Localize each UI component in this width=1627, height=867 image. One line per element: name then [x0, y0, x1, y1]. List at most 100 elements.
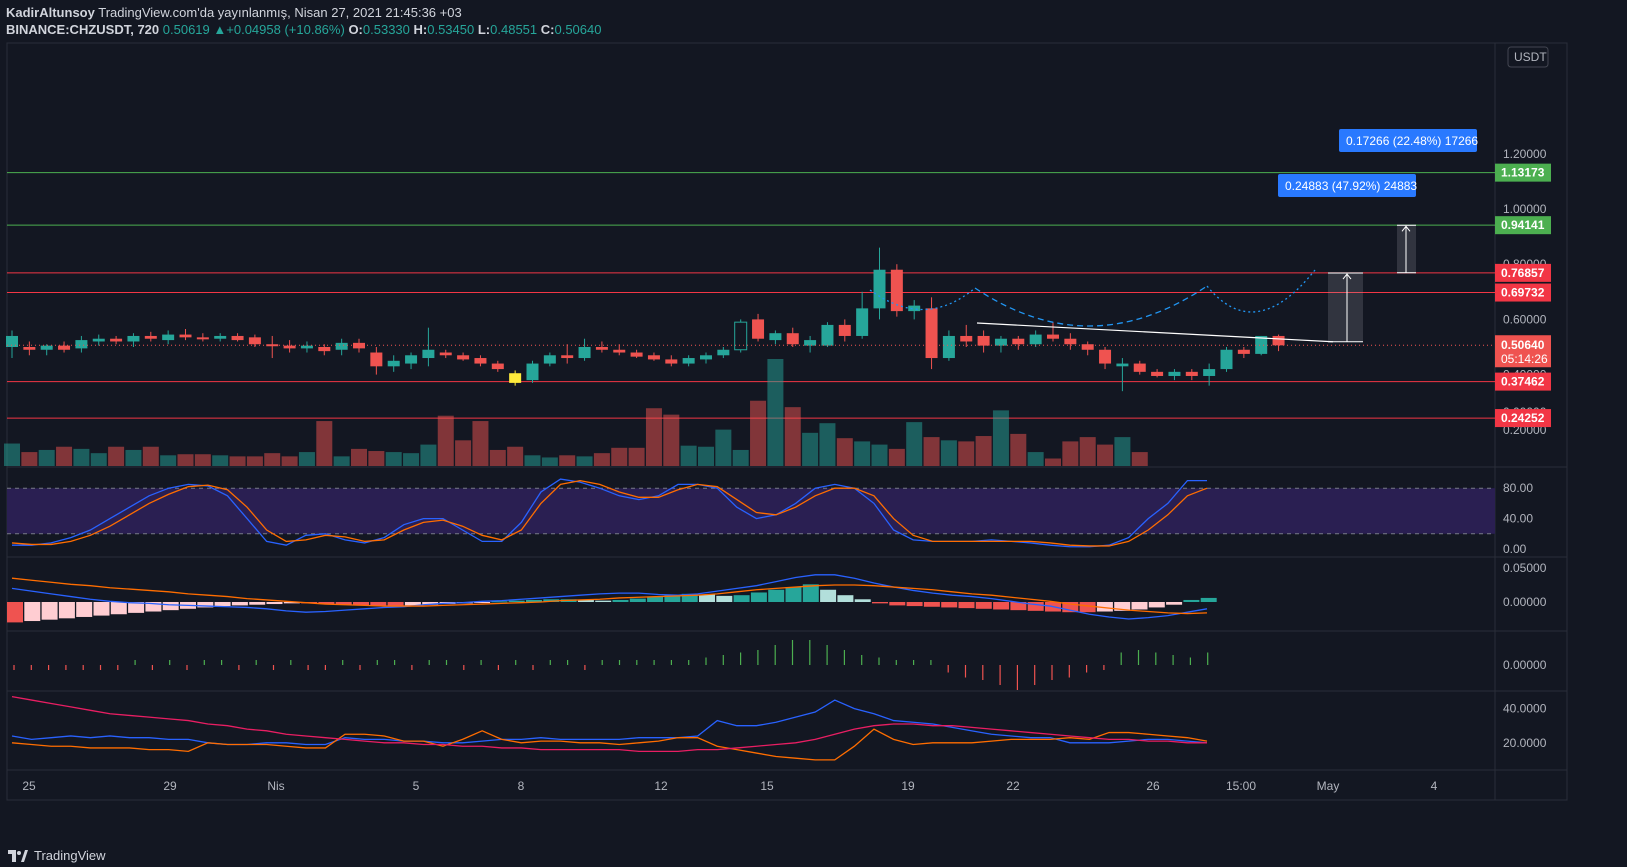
macd-histogram-bar — [353, 602, 369, 606]
macd-histogram-bar — [612, 599, 629, 602]
arrow-up-icon: ▲ — [213, 22, 227, 37]
macd-histogram-bar — [214, 602, 231, 607]
macd-histogram-bar — [335, 602, 352, 605]
measure-arrow-head — [1342, 273, 1352, 280]
macd-histogram-bar — [7, 602, 23, 623]
candle-body — [40, 345, 53, 350]
volume-bar — [21, 452, 38, 466]
volume-bar — [611, 447, 628, 466]
candle-body — [578, 347, 591, 359]
macd-histogram-bar — [508, 600, 525, 602]
macd-histogram-bar — [231, 602, 248, 606]
author-name[interactable]: KadirAltunsoy — [6, 5, 95, 20]
brand-name: TradingView — [34, 848, 106, 863]
volume-bar — [264, 453, 281, 466]
time-tick-label: 8 — [518, 779, 525, 793]
time-tick-label: 12 — [654, 779, 668, 793]
volume-bar — [524, 455, 541, 466]
symbol-name[interactable]: BINANCE:CHZUSDT, 720 — [6, 22, 160, 37]
chart-canvas[interactable]: 1.200001.000000.800000.600000.400000.200… — [0, 0, 1627, 843]
macd-histogram-bar — [820, 589, 837, 602]
candle-body — [179, 334, 192, 338]
volume-bar — [871, 444, 888, 466]
candle-body — [1272, 335, 1285, 346]
tradingview-logo[interactable]: TradingView — [8, 848, 106, 863]
volume-bar — [1010, 433, 1027, 466]
candle-body — [300, 345, 313, 349]
cup-base-drawing — [974, 285, 1208, 327]
candle-body — [1064, 338, 1077, 345]
candle-body — [474, 358, 487, 364]
volume-bar — [385, 452, 402, 466]
volume-bar — [767, 359, 784, 466]
tradingview-logo-icon — [8, 849, 28, 862]
macd-histogram-bar — [923, 602, 940, 607]
volume-bar — [4, 443, 20, 466]
macd-histogram-bar — [422, 602, 439, 605]
level-price-tag — [1495, 372, 1551, 391]
volume-bar — [1027, 452, 1044, 466]
measure-range-box — [1328, 273, 1363, 342]
macd-histogram-bar — [958, 602, 975, 609]
macd-histogram-bar — [681, 593, 698, 602]
volume-bar — [437, 415, 454, 466]
volume-bar — [802, 432, 819, 466]
last-value: 0.50619 — [162, 22, 210, 37]
high-value: 0.53450 — [427, 22, 475, 37]
macd-histogram-bar — [76, 602, 93, 617]
candle-body — [856, 308, 869, 336]
candle-body — [1168, 371, 1181, 376]
candle-body — [110, 338, 123, 342]
volume-bar — [923, 437, 940, 466]
candle-body — [717, 349, 730, 356]
candle-body — [1029, 334, 1042, 345]
dmi-line — [11, 699, 1208, 746]
macd-histogram-bar — [283, 602, 300, 604]
macd-histogram-bar — [716, 595, 733, 602]
macd-histogram-bar — [1166, 602, 1183, 605]
volume-bar — [160, 455, 177, 466]
macd-histogram-bar — [1096, 602, 1113, 612]
volume-bar — [645, 408, 662, 466]
candle-body — [439, 352, 452, 356]
candle-body — [960, 335, 973, 342]
candle-body — [838, 324, 851, 336]
macd-histogram-bar — [941, 602, 958, 608]
macd-histogram-bar — [750, 592, 767, 602]
macd-histogram-bar — [110, 602, 127, 615]
macd-histogram-bar — [1062, 602, 1079, 613]
macd-histogram-bar — [404, 602, 421, 606]
volume-bar — [194, 454, 211, 466]
macd-histogram-bar — [1148, 602, 1165, 608]
ohlc-legend: BINANCE:CHZUSDT, 720 0.50619 ▲+0.04958 (… — [6, 21, 601, 38]
time-tick-label: 4 — [1431, 779, 1438, 793]
macd-histogram-bar — [526, 599, 542, 602]
volume-bar — [420, 444, 437, 466]
candle-body — [387, 360, 400, 367]
stoch-line — [11, 479, 1208, 547]
volume-bar — [958, 441, 975, 466]
cup-shoulder-drawing — [869, 287, 976, 311]
candle-body — [370, 352, 383, 367]
macd-line — [11, 577, 1208, 615]
macd-histogram-bar — [577, 599, 594, 602]
time-tick-label: 5 — [413, 779, 420, 793]
candle-body — [214, 335, 227, 339]
countdown-label: 05:14:26 — [1501, 352, 1548, 366]
candle-body — [873, 269, 886, 309]
volume-bar — [246, 456, 263, 466]
macd-histogram-bar — [1183, 599, 1200, 602]
level-price-label: 0.24252 — [1501, 411, 1545, 425]
volume-bar — [819, 423, 836, 466]
time-tick-label: 25 — [22, 779, 36, 793]
dmi-tick-label: 40.0000 — [1503, 702, 1547, 716]
volume-bar — [142, 446, 159, 466]
candle-body — [630, 352, 643, 357]
level-price-label: 0.69732 — [1501, 286, 1545, 300]
candle-body — [752, 319, 765, 339]
macd-histogram-bar — [41, 602, 58, 620]
candle-body — [92, 338, 105, 342]
volume-bar — [455, 440, 472, 466]
volume-bar — [403, 453, 420, 466]
macd-histogram-bar — [699, 594, 715, 602]
